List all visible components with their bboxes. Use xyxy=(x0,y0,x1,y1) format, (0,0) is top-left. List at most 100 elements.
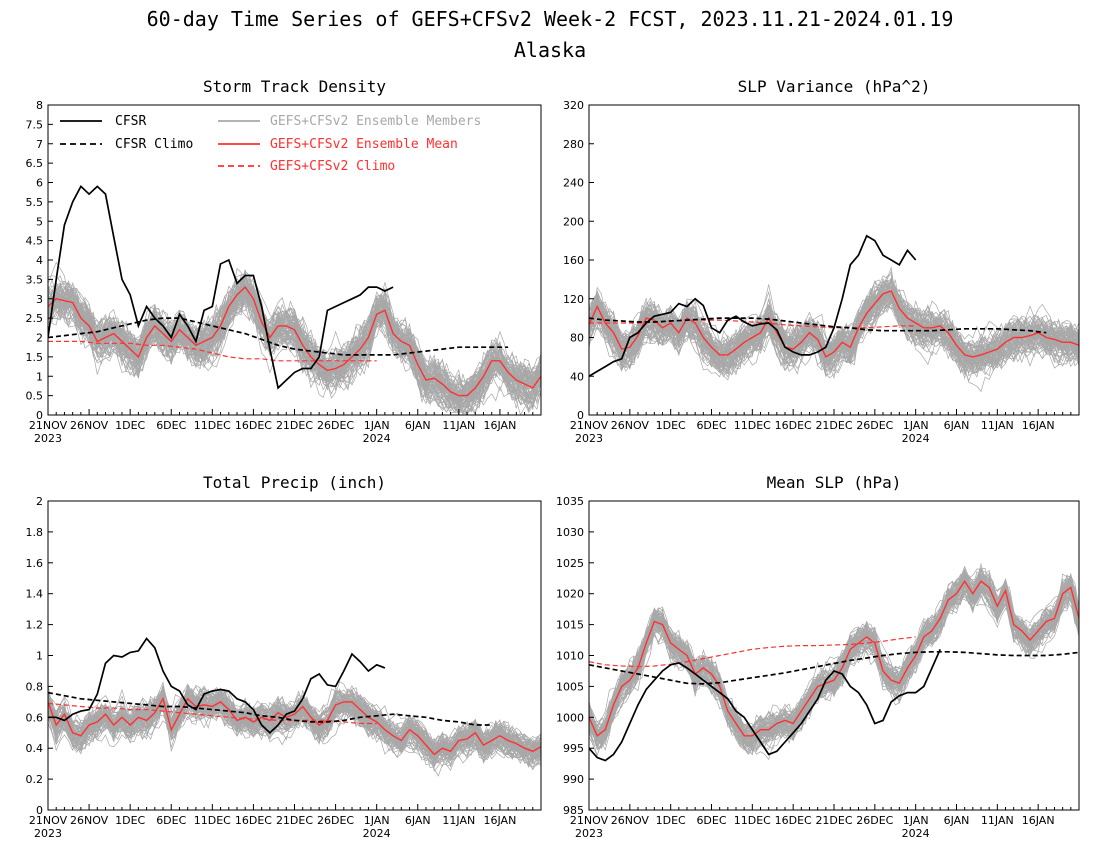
legend-label: GEFS+CFSv2 Ensemble Mean xyxy=(270,137,458,152)
y-tick-label: 320 xyxy=(563,99,584,112)
x-tick-label: 26DEC xyxy=(317,814,354,827)
x-tick-label: 26NOV xyxy=(70,419,109,432)
ensemble-member-line xyxy=(48,686,541,770)
x-tick-label: 21DEC xyxy=(276,814,313,827)
y-tick-label: 1 xyxy=(36,650,43,663)
y-tick-label: 1.8 xyxy=(26,526,44,539)
ensemble-member-line xyxy=(48,680,541,767)
ensemble-mean-line xyxy=(589,580,1079,737)
y-tick-label: 990 xyxy=(563,773,584,786)
y-tick-label: 40 xyxy=(570,370,584,383)
x-tick-label: 11DEC xyxy=(734,419,771,432)
y-tick-label: 1035 xyxy=(556,495,584,508)
y-tick-label: 6 xyxy=(36,177,43,190)
x-tick-label: 1DEC xyxy=(115,419,145,432)
y-tick-label: 0 xyxy=(36,409,43,422)
x-tick-label: 11JAN xyxy=(442,419,475,432)
y-tick-label: 0.4 xyxy=(26,742,44,755)
y-tick-label: 2 xyxy=(36,332,43,345)
y-tick-label: 1020 xyxy=(556,588,584,601)
ensemble-member-line xyxy=(589,300,1079,367)
y-tick-label: 1.6 xyxy=(26,557,44,570)
y-tick-label: 0 xyxy=(36,804,43,817)
y-tick-label: 0.2 xyxy=(26,773,44,786)
x-tick-label: 26DEC xyxy=(856,814,893,827)
legend-label: CFSR xyxy=(115,114,146,129)
plot-frame xyxy=(588,104,1080,416)
legend-label: CFSR Climo xyxy=(115,137,193,152)
panel-title: Mean SLP (hPa) xyxy=(767,473,902,492)
cfsr-line xyxy=(48,637,386,734)
x-tick-label: 1JAN xyxy=(364,419,390,432)
x-year-label: 2024 xyxy=(363,827,391,840)
cfsr-line xyxy=(48,185,394,390)
y-tick-label: 5.5 xyxy=(26,196,44,209)
ensemble-member-line xyxy=(48,287,541,403)
x-tick-label: 16JAN xyxy=(484,814,517,827)
figure-title: 60-day Time Series of GEFS+CFSv2 Week-2 … xyxy=(147,7,954,31)
y-tick-label: 0.6 xyxy=(26,711,44,724)
cfsr-line xyxy=(589,234,917,378)
gefs-climo-line xyxy=(48,702,377,725)
panel-title: SLP Variance (hPa^2) xyxy=(738,77,931,96)
ensemble-member-line xyxy=(589,580,1079,743)
ensemble-member-line xyxy=(48,280,541,405)
x-year-label: 2024 xyxy=(363,432,391,445)
legend-label: GEFS+CFSv2 Ensemble Members xyxy=(270,114,481,129)
y-tick-label: 1 xyxy=(36,370,43,383)
y-tick-label: 3 xyxy=(36,293,43,306)
x-tick-label: 16DEC xyxy=(235,814,272,827)
ensemble-member-line xyxy=(589,582,1079,742)
chart-panel-4: Mean SLP (hPa) 985 990 995 1000 1005 1010 1015 1… xyxy=(556,473,1080,840)
cfsr-climo-line xyxy=(589,317,1047,334)
x-tick-label: 21NOV xyxy=(570,419,609,432)
x-tick-label: 16DEC xyxy=(775,419,812,432)
ensemble-member-line xyxy=(589,575,1079,753)
x-tick-label: 16JAN xyxy=(1022,419,1055,432)
x-tick-label: 16JAN xyxy=(484,419,517,432)
x-year-label: 2023 xyxy=(34,432,62,445)
ensemble-members xyxy=(48,261,541,415)
y-tick-label: 1025 xyxy=(556,557,584,570)
y-tick-label: 6.5 xyxy=(26,157,44,170)
y-tick-label: 1.2 xyxy=(26,619,44,632)
ensemble-member-line xyxy=(48,684,541,764)
ensemble-member-line xyxy=(48,280,541,400)
cfsr-climo-line xyxy=(589,650,1079,685)
chart-panel-2: SLP Variance (hPa^2) 0 40 80 120 160 200 240 280… xyxy=(563,77,1080,445)
y-tick-label: 0.5 xyxy=(26,390,44,403)
y-tick-label: 4 xyxy=(36,254,43,267)
y-tick-label: 240 xyxy=(563,177,584,190)
panel-title: Storm Track Density xyxy=(203,77,386,96)
ensemble-member-line xyxy=(589,284,1079,372)
y-tick-label: 985 xyxy=(563,804,584,817)
y-tick-label: 7.5 xyxy=(26,118,44,131)
x-tick-label: 6JAN xyxy=(944,419,970,432)
x-tick-label: 26NOV xyxy=(611,419,650,432)
x-tick-label: 1JAN xyxy=(903,419,929,432)
x-tick-label: 6JAN xyxy=(405,814,431,827)
y-tick-label: 280 xyxy=(563,138,584,151)
x-tick-label: 26DEC xyxy=(856,419,893,432)
panels: Storm Track Density 0 0.5 1 1.5 2 2.5 3 3.5 4 4.5 5… xyxy=(26,77,1080,840)
x-tick-label: 11JAN xyxy=(442,814,475,827)
ensemble-member-line xyxy=(48,691,541,768)
y-tick-label: 8 xyxy=(36,99,43,112)
y-tick-label: 1.5 xyxy=(26,351,44,364)
x-tick-label: 1JAN xyxy=(903,814,929,827)
x-tick-label: 21DEC xyxy=(276,419,313,432)
cfsr-line xyxy=(589,648,941,762)
x-tick-label: 1DEC xyxy=(115,814,145,827)
ensemble-member-line xyxy=(48,287,541,400)
x-tick-label: 6DEC xyxy=(156,419,186,432)
y-tick-label: 120 xyxy=(563,293,584,306)
cfsr-climo-line xyxy=(48,317,509,356)
ensemble-member-line xyxy=(48,275,541,411)
y-tick-label: 1005 xyxy=(556,680,584,693)
ensemble-member-line xyxy=(589,286,1079,370)
gefs-climo-line xyxy=(589,636,916,668)
y-tick-label: 7 xyxy=(36,138,43,151)
ensemble-member-line xyxy=(48,690,541,760)
y-tick-label: 3.5 xyxy=(26,273,44,286)
